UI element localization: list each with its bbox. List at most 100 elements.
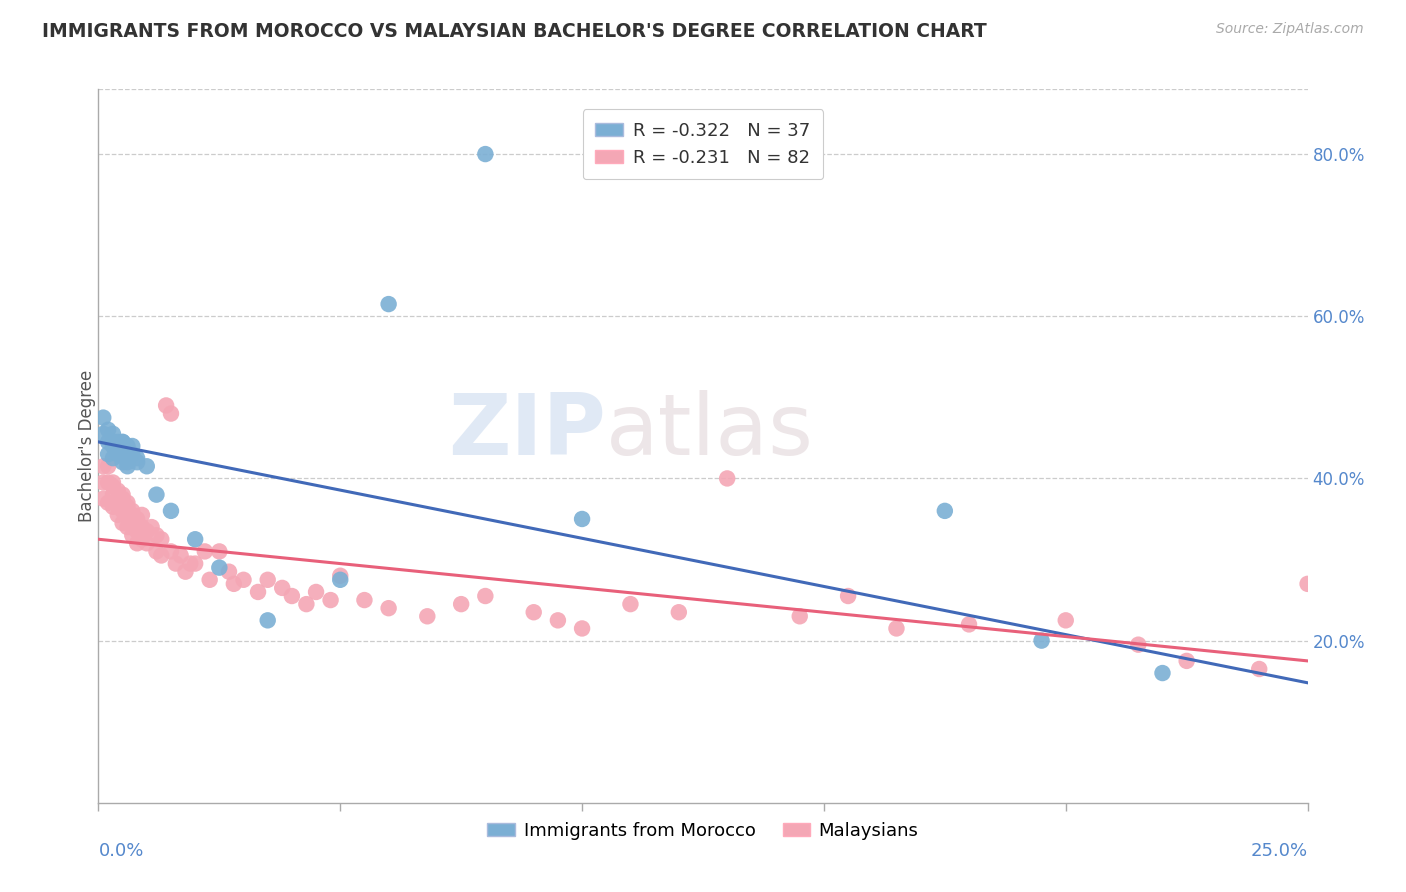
Point bbox=[111, 516, 134, 530]
Point bbox=[97, 496, 120, 510]
Point bbox=[295, 597, 318, 611]
Point bbox=[208, 544, 231, 558]
Point bbox=[271, 581, 294, 595]
Point bbox=[135, 459, 157, 474]
Point bbox=[111, 443, 134, 458]
Point bbox=[135, 536, 157, 550]
Point bbox=[716, 471, 738, 485]
Point bbox=[117, 496, 139, 510]
Text: atlas: atlas bbox=[606, 390, 814, 474]
Point bbox=[131, 533, 153, 547]
Point bbox=[523, 605, 546, 619]
Point bbox=[474, 589, 496, 603]
Point bbox=[101, 488, 124, 502]
Point bbox=[1031, 633, 1053, 648]
Point bbox=[101, 500, 124, 514]
Text: Source: ZipAtlas.com: Source: ZipAtlas.com bbox=[1216, 22, 1364, 37]
Point bbox=[571, 512, 593, 526]
Point bbox=[91, 426, 114, 441]
Point bbox=[91, 410, 114, 425]
Point bbox=[117, 439, 139, 453]
Point bbox=[111, 434, 134, 449]
Y-axis label: Bachelor's Degree: Bachelor's Degree bbox=[79, 370, 96, 522]
Point bbox=[111, 504, 134, 518]
Point bbox=[127, 524, 149, 538]
Point bbox=[101, 475, 124, 490]
Point bbox=[121, 508, 143, 522]
Point bbox=[117, 508, 139, 522]
Point bbox=[131, 520, 153, 534]
Point bbox=[222, 577, 245, 591]
Point bbox=[1175, 654, 1198, 668]
Point bbox=[131, 508, 153, 522]
Point bbox=[97, 434, 120, 449]
Point bbox=[111, 455, 134, 469]
Point bbox=[91, 491, 114, 506]
Point bbox=[179, 557, 201, 571]
Point bbox=[117, 520, 139, 534]
Point bbox=[101, 451, 124, 466]
Point bbox=[101, 434, 124, 449]
Point bbox=[91, 459, 114, 474]
Point bbox=[789, 609, 811, 624]
Point bbox=[111, 491, 134, 506]
Point bbox=[198, 573, 221, 587]
Point bbox=[117, 455, 139, 469]
Point bbox=[155, 399, 177, 413]
Point bbox=[174, 565, 197, 579]
Point bbox=[127, 536, 149, 550]
Point bbox=[165, 557, 187, 571]
Point bbox=[121, 528, 143, 542]
Point bbox=[416, 609, 439, 624]
Point bbox=[547, 613, 569, 627]
Point bbox=[837, 589, 859, 603]
Point bbox=[107, 434, 129, 449]
Point bbox=[127, 455, 149, 469]
Point bbox=[1152, 666, 1174, 681]
Point bbox=[121, 516, 143, 530]
Point bbox=[111, 488, 134, 502]
Point bbox=[281, 589, 304, 603]
Point bbox=[97, 447, 120, 461]
Point bbox=[208, 560, 231, 574]
Point bbox=[957, 617, 980, 632]
Point bbox=[160, 407, 183, 421]
Point bbox=[107, 508, 129, 522]
Point bbox=[145, 544, 167, 558]
Point bbox=[121, 439, 143, 453]
Point bbox=[97, 475, 120, 490]
Point bbox=[1128, 638, 1150, 652]
Point bbox=[111, 434, 134, 449]
Text: 0.0%: 0.0% bbox=[98, 842, 143, 860]
Point bbox=[127, 516, 149, 530]
Point bbox=[247, 585, 270, 599]
Point bbox=[160, 504, 183, 518]
Text: IMMIGRANTS FROM MOROCCO VS MALAYSIAN BACHELOR'S DEGREE CORRELATION CHART: IMMIGRANTS FROM MOROCCO VS MALAYSIAN BAC… bbox=[42, 22, 987, 41]
Point bbox=[127, 451, 149, 466]
Point bbox=[571, 622, 593, 636]
Point bbox=[107, 496, 129, 510]
Point bbox=[117, 447, 139, 461]
Point bbox=[668, 605, 690, 619]
Text: ZIP: ZIP bbox=[449, 390, 606, 474]
Point bbox=[117, 500, 139, 514]
Point bbox=[101, 439, 124, 453]
Point bbox=[160, 544, 183, 558]
Point bbox=[91, 475, 114, 490]
Point bbox=[194, 544, 217, 558]
Point bbox=[256, 573, 278, 587]
Point bbox=[97, 459, 120, 474]
Point bbox=[184, 533, 207, 547]
Point bbox=[319, 593, 342, 607]
Point bbox=[886, 622, 908, 636]
Point bbox=[101, 479, 124, 493]
Legend: Immigrants from Morocco, Malaysians: Immigrants from Morocco, Malaysians bbox=[481, 815, 925, 847]
Point bbox=[450, 597, 472, 611]
Point bbox=[184, 557, 207, 571]
Point bbox=[1249, 662, 1271, 676]
Point bbox=[1054, 613, 1077, 627]
Point bbox=[121, 504, 143, 518]
Point bbox=[218, 565, 240, 579]
Point bbox=[329, 568, 352, 582]
Point bbox=[934, 504, 956, 518]
